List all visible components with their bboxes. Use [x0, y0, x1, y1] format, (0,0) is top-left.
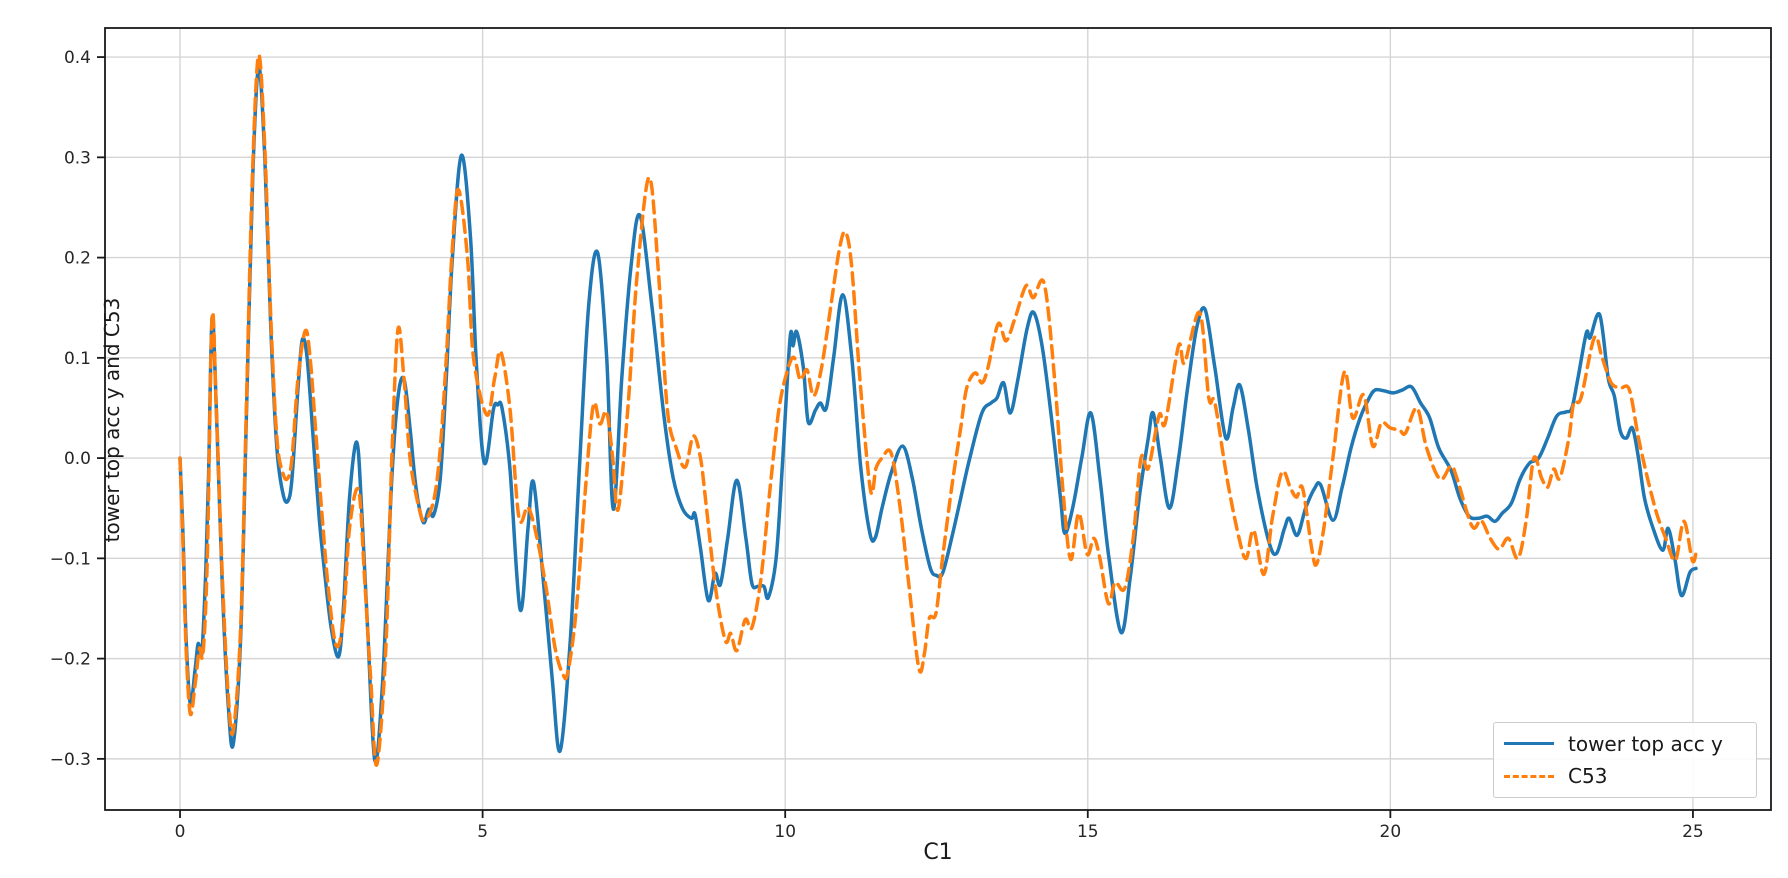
x-tick-label: 5	[477, 822, 488, 842]
legend-line-sample-dashed	[1504, 774, 1554, 778]
legend-line-sample-solid	[1504, 742, 1554, 746]
legend-label: C53	[1568, 764, 1608, 789]
x-tick-label: 20	[1380, 822, 1402, 842]
legend-item-tower-top-acc-y: tower top acc y	[1504, 728, 1746, 760]
series-line-tower-top-acc-y	[178, 65, 1698, 764]
x-tick-label: 15	[1077, 822, 1099, 842]
series-line-c53	[178, 53, 1698, 767]
y-tick-label: 0.3	[64, 148, 91, 168]
plot-border	[104, 27, 1772, 811]
y-tick-label: −0.3	[50, 750, 91, 770]
y-tick-label: −0.1	[50, 549, 91, 569]
y-tick-label: 0.4	[64, 48, 91, 68]
x-tick-label: 25	[1682, 822, 1704, 842]
x-tick-label: 0	[175, 822, 186, 842]
y-tick-label: 0.0	[64, 449, 91, 469]
y-axis-label: tower top acc y and C53	[100, 297, 124, 543]
x-tick-label: 10	[774, 822, 796, 842]
legend-label: tower top acc y	[1568, 731, 1723, 756]
y-tick-label: 0.1	[64, 349, 91, 369]
legend-item-c53: C53	[1504, 760, 1746, 792]
legend: tower top acc y C53	[1493, 722, 1757, 798]
y-tick-label: 0.2	[64, 249, 91, 269]
x-axis-label: C1	[923, 840, 953, 865]
y-tick-label: −0.2	[50, 650, 91, 670]
